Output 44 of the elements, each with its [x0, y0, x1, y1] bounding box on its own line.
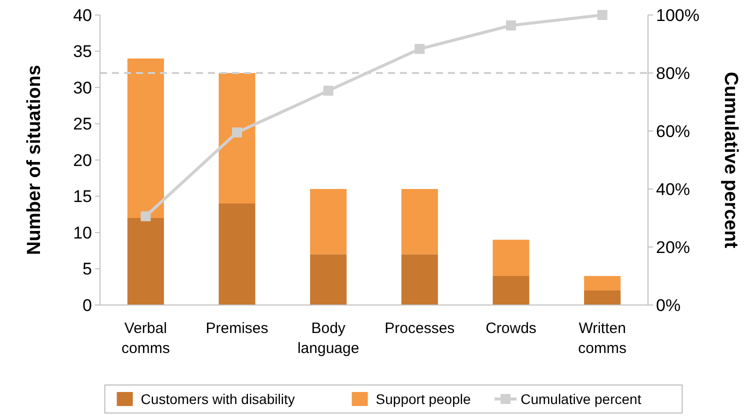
x-tick-label: Body language: [297, 320, 360, 357]
y2-tick-label: 80%: [656, 64, 690, 83]
y-tick-label: 20: [73, 150, 92, 170]
point: [140, 211, 151, 222]
bar: [127, 58, 164, 218]
bar: [127, 218, 164, 305]
x-tick-label: Processes: [384, 320, 455, 337]
point: [506, 20, 516, 30]
bar: [310, 254, 347, 305]
legend-label: Support people: [376, 391, 471, 407]
y-tick-label: 5: [82, 260, 92, 279]
y-tick-label: 25: [73, 114, 92, 134]
point: [414, 44, 425, 54]
bar: [492, 276, 530, 305]
y-tick-label: 15: [73, 187, 92, 206]
bar: [310, 189, 347, 254]
x-tick-label: Written comms: [578, 320, 627, 357]
y2-tick-label: 40%: [656, 180, 690, 199]
y-tick-label: 40: [73, 6, 92, 25]
bar: [218, 204, 256, 305]
bar: [584, 276, 621, 290]
point: [597, 10, 608, 20]
x-tick-label: Premises: [206, 320, 268, 337]
legend-label: Customers with disability: [140, 391, 295, 407]
point: [323, 86, 334, 96]
x-tick-label: Verbal comms: [121, 320, 170, 357]
bar: [218, 73, 256, 204]
y2-tick-label: 60%: [656, 122, 690, 141]
bar: [584, 290, 621, 305]
y2-tick-label: 100%: [656, 6, 700, 25]
y2-tick-label: 20%: [656, 238, 690, 257]
bar: [401, 189, 438, 254]
y-tick-label: 30: [73, 78, 92, 98]
x-tick-label: Crowds: [486, 320, 536, 337]
y-tick-label: 35: [73, 42, 92, 62]
bar: [492, 240, 530, 276]
y2-axis-title: Cumulative percent: [720, 72, 741, 249]
y-tick-label: 0: [82, 296, 92, 315]
point: [232, 127, 242, 138]
y-axis-title: Number of situations: [24, 64, 45, 256]
bar: [401, 254, 438, 305]
y2-tick-label: 0%: [656, 296, 681, 315]
legend-label: Cumulative percent: [520, 391, 642, 407]
y-tick-label: 10: [73, 223, 92, 242]
